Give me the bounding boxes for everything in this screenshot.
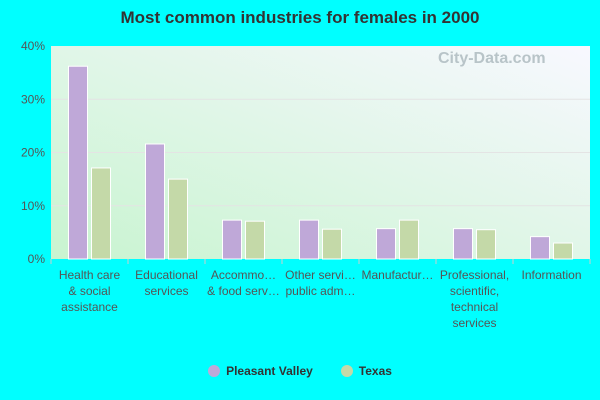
bar-texas xyxy=(168,178,188,260)
x-category-label: Accommo… & food serv… xyxy=(207,268,280,298)
legend-swatch xyxy=(340,365,353,377)
watermark-logo: City-Data.com xyxy=(438,50,546,67)
x-category-label: Health care & social assistance xyxy=(59,268,121,314)
x-category-label: Educational services xyxy=(135,268,198,298)
legend-label: Pleasant Valley xyxy=(226,364,313,378)
y-tick-label: 10% xyxy=(21,199,45,213)
bar-texas xyxy=(476,229,496,260)
y-tick-label: 20% xyxy=(21,146,45,160)
bar-texas xyxy=(399,219,419,260)
bar-pleasant-valley xyxy=(453,228,473,260)
x-category-label: Professional, scientific, technical service… xyxy=(440,268,509,330)
bar-pleasant-valley xyxy=(376,228,396,260)
bar-pleasant-valley xyxy=(530,236,550,260)
bar-texas xyxy=(322,228,342,260)
y-tick-label: 0% xyxy=(28,252,46,266)
legend-label: Texas xyxy=(358,364,392,378)
bar-pleasant-valley xyxy=(68,65,88,260)
legend: Pleasant Valley Texas xyxy=(0,364,600,378)
chart-title: Most common industries for females in 20… xyxy=(120,8,480,27)
legend-swatch xyxy=(208,365,221,377)
x-category-label: Other servi… public adm… xyxy=(285,268,356,298)
bar-texas xyxy=(245,220,265,260)
bar-pleasant-valley xyxy=(222,219,242,260)
y-tick-label: 40% xyxy=(21,39,45,53)
bar-texas xyxy=(91,167,111,260)
x-category-label: Information xyxy=(521,268,581,282)
legend-item-pleasant-valley: Pleasant Valley xyxy=(208,364,313,378)
legend-item-texas: Texas xyxy=(340,364,392,378)
bar-pleasant-valley xyxy=(299,219,319,260)
bar-texas xyxy=(553,242,573,260)
bar-pleasant-valley xyxy=(145,143,165,260)
y-tick-label: 30% xyxy=(21,92,45,106)
x-category-label: Manufactur… xyxy=(361,268,433,282)
